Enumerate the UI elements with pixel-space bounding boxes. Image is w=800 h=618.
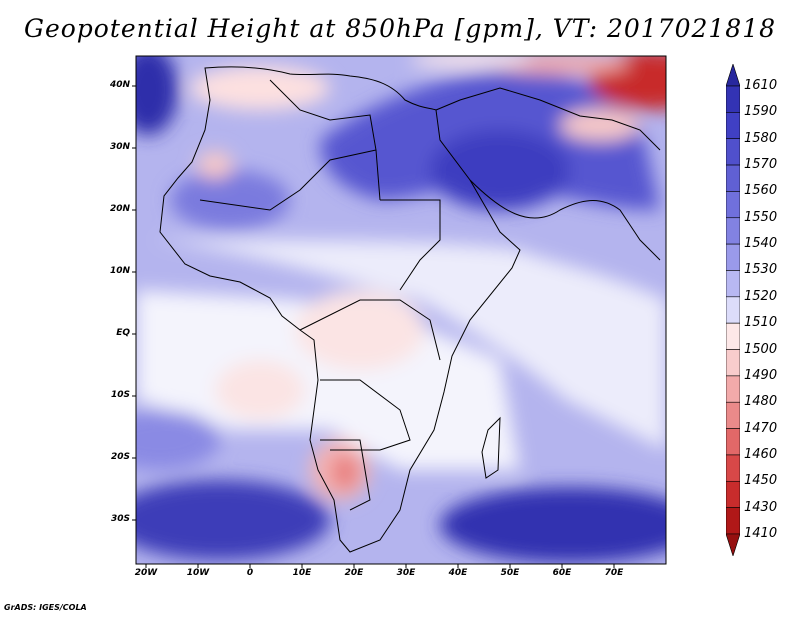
lat-label: 30S	[110, 514, 130, 524]
colorbar-segment	[726, 349, 740, 377]
colorbar-label: 1520	[744, 288, 778, 304]
footer-credit: GrADS: IGES/COLA	[4, 603, 87, 612]
colorbar-label: 1550	[744, 209, 778, 225]
colorbar-label: 1490	[744, 367, 778, 383]
colorbar-segments	[726, 64, 740, 556]
colorbar-segment	[726, 217, 740, 245]
colorbar-bottom-arrow	[726, 533, 740, 556]
lat-ticks	[132, 85, 136, 521]
colorbar-segment	[726, 428, 740, 456]
colorbar-label: 1480	[744, 394, 778, 410]
lon-label: 0	[246, 568, 254, 578]
colorbar-label: 1470	[744, 420, 778, 436]
lat-label: 10N	[109, 266, 130, 276]
border-central	[299, 299, 441, 361]
colorbar-label: 1540	[744, 236, 778, 252]
lon-ticks	[145, 564, 615, 568]
colorbar-segment	[726, 112, 740, 140]
colorbar	[726, 64, 740, 556]
border-sudan	[380, 199, 441, 291]
lon-label: 30E	[396, 568, 416, 578]
lon-label: 10E	[292, 568, 312, 578]
colorbar-segment	[726, 454, 740, 482]
lon-label: 10W	[186, 568, 210, 578]
colorbar-segment	[726, 296, 740, 324]
lat-label: 20S	[110, 452, 130, 462]
lat-label: 10S	[110, 390, 130, 400]
colorbar-label: 1410	[744, 526, 778, 541]
colorbar-label: 1500	[744, 341, 778, 357]
colorbar-segment	[726, 138, 740, 166]
colorbar-segment	[726, 164, 740, 192]
colorbar-label: 1510	[744, 315, 778, 331]
colorbar-segment	[726, 507, 740, 535]
colorbar-label: 1590	[744, 104, 778, 120]
border-namibia	[320, 439, 371, 511]
colorbar-segment	[726, 480, 740, 508]
lat-label: EQ	[116, 328, 130, 338]
height-field	[136, 56, 666, 564]
lon-label: 40E	[448, 568, 468, 578]
madagascar-outline	[481, 416, 501, 479]
colorbar-label: 1610	[744, 78, 778, 93]
colorbar-label: 1530	[744, 262, 778, 278]
lat-label: 40N	[109, 80, 130, 90]
colorbar-segment	[726, 85, 740, 113]
colorbar-label: 1450	[744, 473, 778, 489]
colorbar-segment	[726, 270, 740, 298]
arabia-coastline	[469, 179, 661, 261]
colorbar-top-arrow	[726, 64, 740, 87]
chart-title: Geopotential Height at 850hPa [gpm], VT:…	[23, 14, 777, 43]
asia-coastline	[435, 87, 661, 151]
lon-label: 20E	[344, 568, 364, 578]
colorbar-label: 1570	[744, 157, 778, 173]
colorbar-label: 1560	[744, 183, 778, 199]
border-southern	[320, 379, 411, 451]
colorbar-segment	[726, 401, 740, 429]
colorbar-label: 1580	[744, 130, 778, 146]
lon-label: 60E	[552, 568, 572, 578]
lon-label: 50E	[500, 568, 520, 578]
lon-label: 20W	[134, 568, 158, 578]
colorbar-label: 1430	[744, 499, 778, 515]
border-libya	[269, 79, 381, 201]
map-frame	[135, 55, 667, 565]
coastlines	[159, 66, 661, 553]
lat-label: 30N	[109, 142, 130, 152]
lon-label: 70E	[604, 568, 624, 578]
colorbar-segment	[726, 191, 740, 219]
colorbar-segment	[726, 243, 740, 271]
border-sahel	[199, 149, 377, 211]
colorbar-segment	[726, 375, 740, 403]
colorbar-label: 1460	[744, 446, 778, 462]
colorbar-segment	[726, 322, 740, 350]
lat-label: 20N	[109, 204, 130, 214]
africa-outline	[159, 66, 521, 553]
